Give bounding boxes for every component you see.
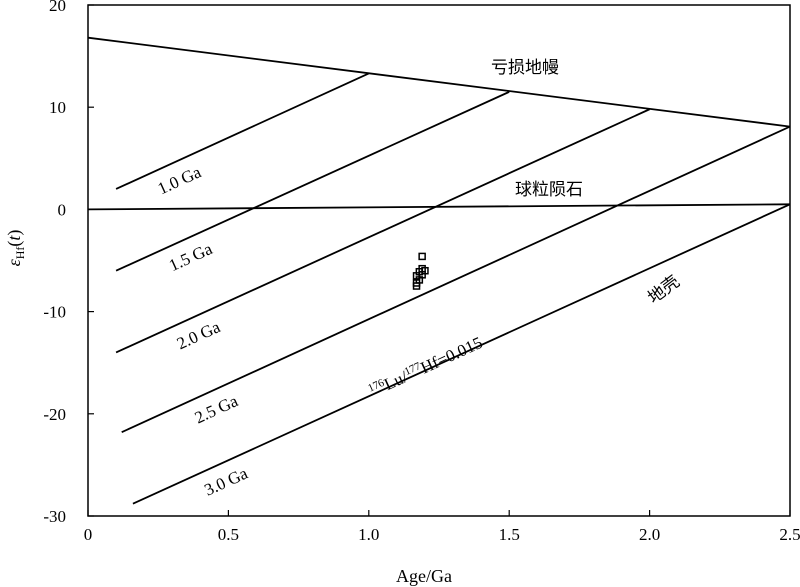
depleted-mantle-label: 亏损地幔 <box>491 58 559 78</box>
x-tick-label: 0.5 <box>218 525 239 544</box>
reference-line <box>132 203 791 505</box>
lu-hf-ratio-label: 176Lu/177Hf=0.015 <box>366 333 485 401</box>
reference-line <box>87 203 791 211</box>
y-tick-label: -20 <box>43 405 66 424</box>
x-tick-label: 2.0 <box>639 525 660 544</box>
y-tick-label: 20 <box>49 0 66 15</box>
ticks-layer: 0 0.5 1.0 1.5 2.0 2.5 20 10 0 -10 -20 -30 <box>43 0 800 544</box>
y-tick-label: 10 <box>49 98 66 117</box>
x-tick-label: 0 <box>84 525 93 544</box>
reference-line <box>121 125 791 434</box>
x-tick-label: 1.0 <box>358 525 379 544</box>
reference-line <box>115 72 370 190</box>
plot-frame <box>87 4 791 517</box>
chondrite-label: 球粒陨石 <box>515 180 583 200</box>
x-tick-label: 2.5 <box>779 525 800 544</box>
data-point <box>412 282 421 290</box>
crust-label: 地壳 <box>644 272 683 308</box>
data-point <box>418 252 426 261</box>
x-axis-title: Age/Ga <box>396 566 452 586</box>
y-axis-title: εHf(t) <box>4 230 27 267</box>
y-tick-label: -10 <box>43 303 66 322</box>
reference-line <box>87 36 791 128</box>
reference-line <box>115 108 650 354</box>
reference-lines-layer <box>87 36 791 505</box>
x-tick-label: 1.5 <box>499 525 520 544</box>
y-tick-label: 0 <box>58 200 67 219</box>
data-points-layer <box>412 252 429 290</box>
y-tick-label: -30 <box>43 507 66 526</box>
reference-line <box>115 91 510 272</box>
